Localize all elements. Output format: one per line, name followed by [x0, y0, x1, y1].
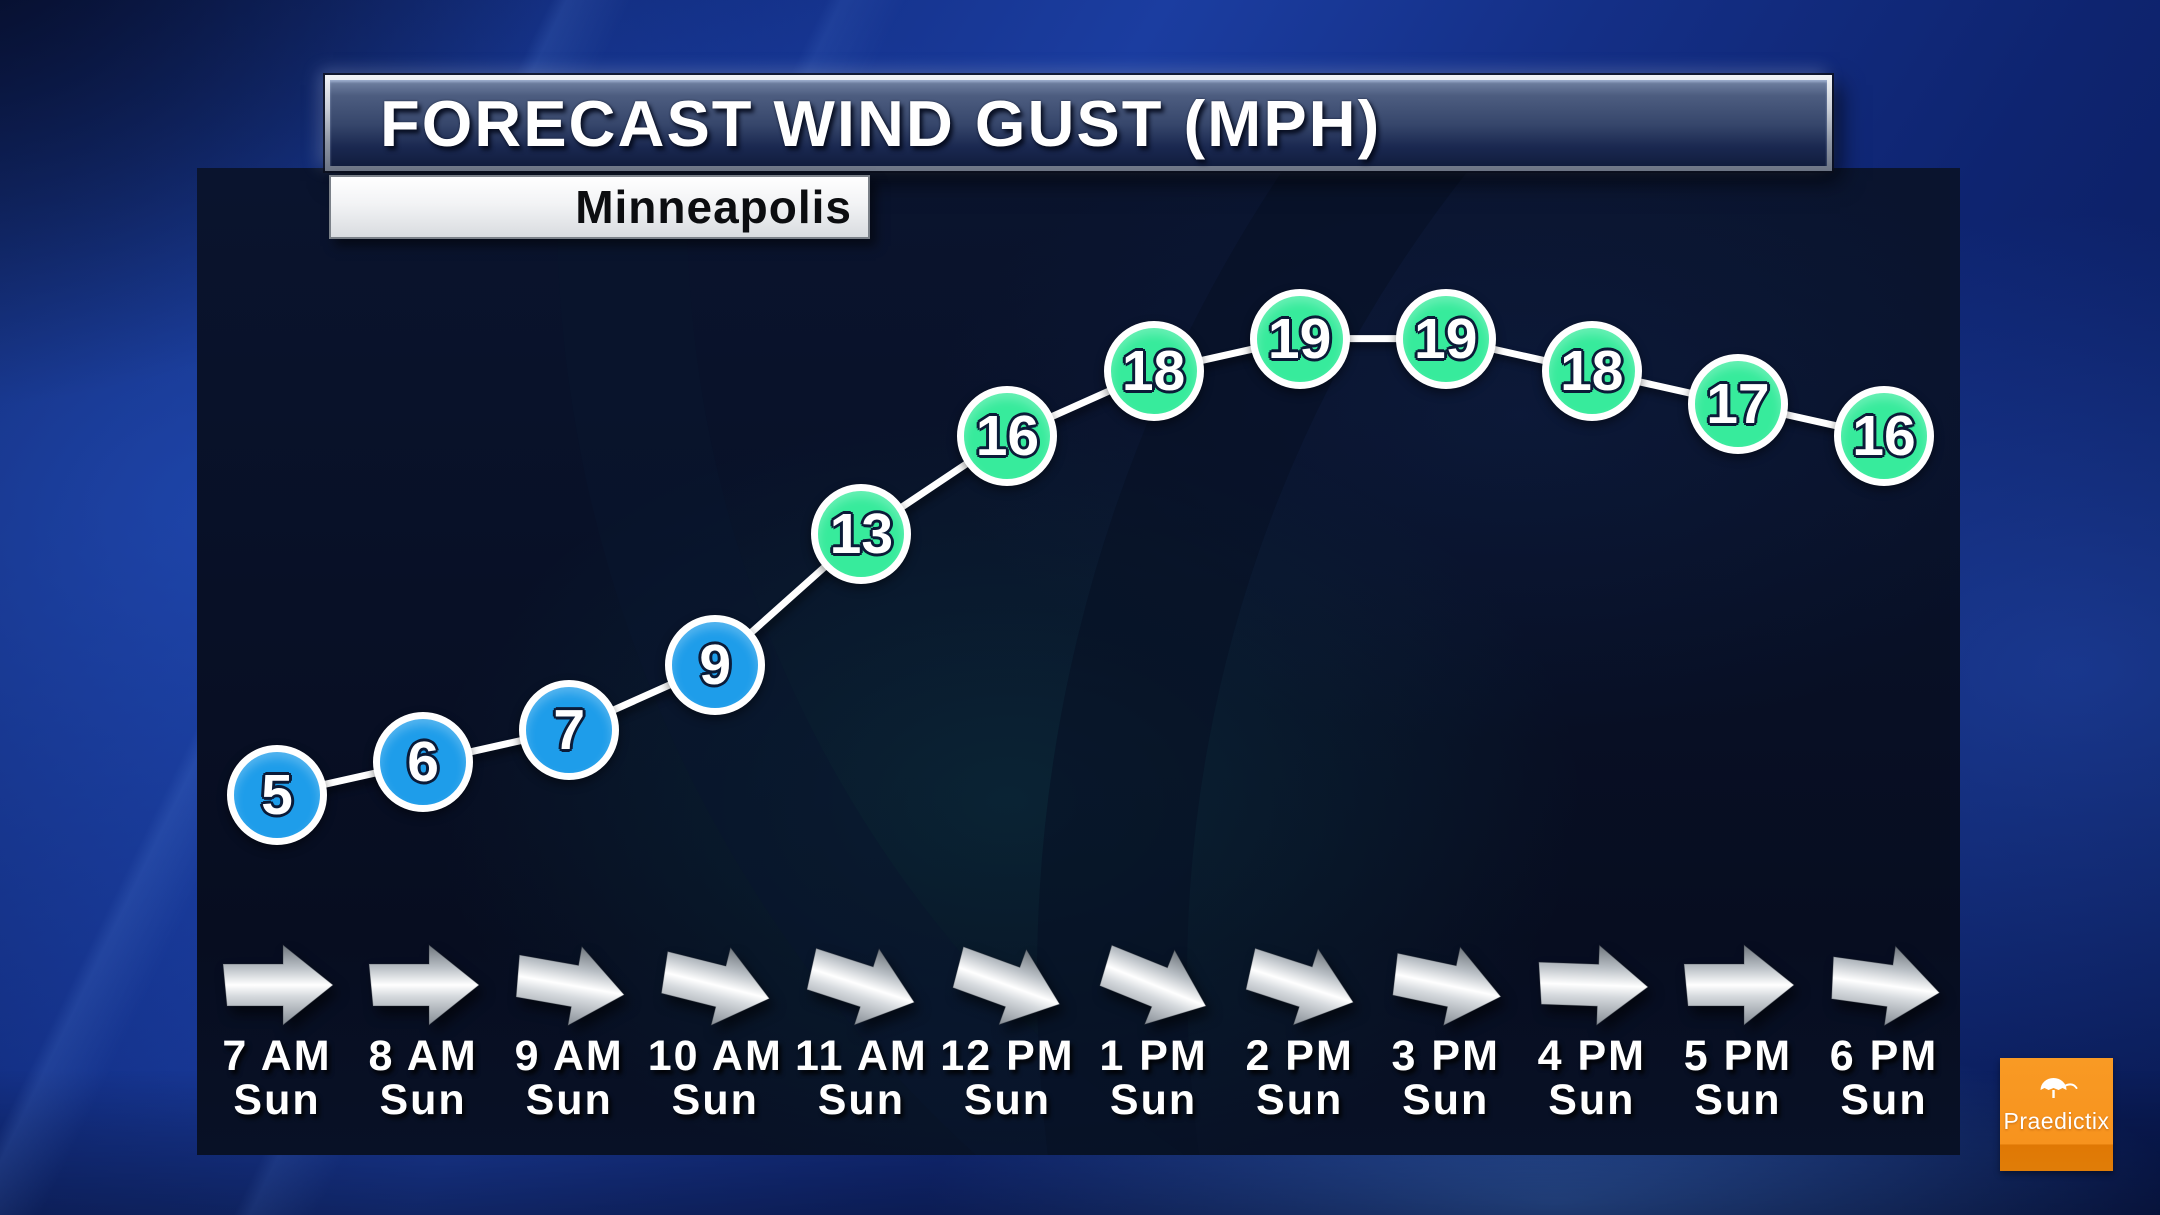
- forecast-column: 6 PM Sun: [1811, 1034, 1957, 1122]
- wind-direction-arrow-icon: [222, 944, 334, 1026]
- day-label: Sun: [379, 1076, 467, 1124]
- gust-value-label: 16: [975, 404, 1040, 469]
- forecast-column: 7 AM Sun: [204, 1034, 350, 1122]
- time-label: 6 PM: [1829, 1032, 1939, 1080]
- forecast-column: 4 PM Sun: [1519, 1034, 1665, 1122]
- day-label: Sun: [1256, 1076, 1344, 1124]
- day-label: Sun: [671, 1076, 759, 1124]
- wind-direction-arrow-icon: [1683, 944, 1795, 1026]
- wind-direction-arrow-icon: [1087, 927, 1221, 1044]
- day-label: Sun: [1402, 1076, 1490, 1124]
- forecast-column: 1 PM Sun: [1081, 1034, 1227, 1122]
- time-label: 12 PM: [940, 1032, 1075, 1080]
- gust-value-label: 18: [1560, 339, 1624, 404]
- gust-point: 16: [1833, 386, 1934, 487]
- time-label: 9 AM: [514, 1032, 624, 1080]
- time-label: 2 PM: [1245, 1032, 1354, 1080]
- day-label: Sun: [1109, 1076, 1198, 1124]
- page-title: FORECAST WIND GUST (MPH): [380, 86, 1382, 160]
- gust-point: 6: [373, 712, 474, 813]
- day-label: Sun: [817, 1076, 905, 1124]
- time-label: 3 PM: [1391, 1032, 1500, 1080]
- title-bar-inner: FORECAST WIND GUST (MPH): [330, 80, 1827, 166]
- day-label: Sun: [1694, 1076, 1782, 1124]
- gust-point: 18: [1541, 321, 1642, 422]
- wind-direction-arrow-icon: [508, 935, 632, 1035]
- time-label: 8 AM: [368, 1032, 478, 1080]
- wind-direction-arrow-icon: [942, 928, 1075, 1043]
- wind-direction-arrow-icon: [368, 944, 480, 1026]
- gust-value-label: 19: [1267, 306, 1332, 371]
- wind-direction-arrow-icon: [1824, 937, 1946, 1033]
- wind-direction-arrow-icon: [1235, 929, 1366, 1041]
- forecast-column: 11 AM Sun: [788, 1034, 934, 1122]
- brand-name-label: Praedictix: [2003, 1108, 2110, 1134]
- gust-value-label: 5: [261, 763, 293, 827]
- day-label: Sun: [1840, 1076, 1928, 1124]
- forecast-column: 3 PM Sun: [1373, 1034, 1519, 1122]
- location-box: Minneapolis: [329, 175, 870, 239]
- forecast-column: 12 PM Sun: [934, 1034, 1080, 1122]
- gust-point: 18: [1103, 321, 1204, 422]
- forecast-column: 5 PM Sun: [1665, 1034, 1811, 1122]
- time-label: 10 AM: [647, 1032, 783, 1080]
- title-bar: FORECAST WIND GUST (MPH): [325, 75, 1832, 171]
- umbrella-icon: [2040, 1078, 2078, 1098]
- day-label: Sun: [525, 1076, 613, 1124]
- forecast-column: 8 AM Sun: [350, 1034, 496, 1122]
- location-label: Minneapolis: [575, 181, 852, 233]
- gust-point: 19: [1249, 288, 1350, 389]
- gust-point: 9: [665, 614, 766, 715]
- gust-value-label: 7: [553, 697, 586, 762]
- time-label: 7 AM: [222, 1032, 332, 1080]
- day-label: Sun: [1548, 1076, 1636, 1124]
- gust-value-label: 19: [1414, 306, 1478, 371]
- time-label: 5 PM: [1683, 1032, 1793, 1080]
- gust-value-label: 13: [829, 502, 894, 567]
- gust-value-label: 6: [407, 730, 439, 795]
- gust-point: 17: [1687, 353, 1788, 454]
- day-label: Sun: [963, 1076, 1052, 1124]
- wind-direction-arrow-icon: [797, 929, 928, 1041]
- gust-point: 7: [519, 679, 620, 780]
- gust-value-label: 9: [699, 632, 732, 697]
- praedictix-logo: Praedictix: [2000, 1058, 2113, 1171]
- gust-value-label: 17: [1706, 371, 1770, 436]
- wind-direction-arrow-icon: [1384, 934, 1510, 1037]
- time-label: 11 AM: [795, 1032, 928, 1080]
- forecast-column: 2 PM Sun: [1227, 1034, 1373, 1122]
- wind-direction-arrow-icon: [652, 932, 780, 1038]
- gust-value-label: 18: [1121, 339, 1186, 404]
- time-label: 1 PM: [1099, 1032, 1208, 1080]
- day-label: Sun: [233, 1076, 321, 1124]
- forecast-column: 10 AM Sun: [642, 1034, 788, 1122]
- gust-value-label: 16: [1852, 404, 1916, 469]
- gust-point: 16: [957, 386, 1058, 487]
- forecast-column: 9 AM Sun: [496, 1034, 642, 1122]
- gust-point: 13: [811, 484, 912, 585]
- time-label: 4 PM: [1537, 1032, 1646, 1080]
- gust-point: 19: [1395, 288, 1496, 389]
- wind-direction-arrow-icon: [1535, 942, 1650, 1028]
- gust-point: 5: [227, 745, 327, 845]
